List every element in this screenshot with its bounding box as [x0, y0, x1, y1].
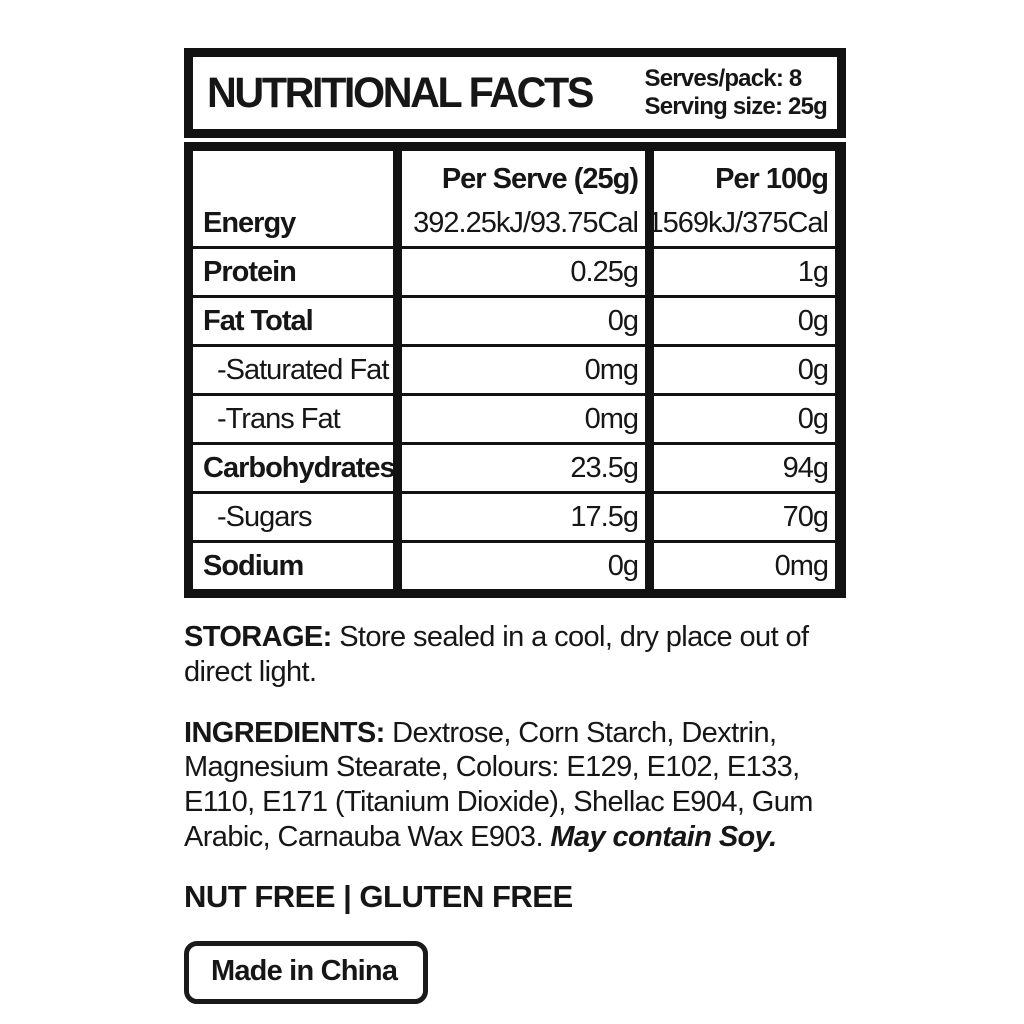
- storage-label: STORAGE:: [184, 621, 332, 653]
- title-banner: NUTRITIONAL FACTS Serves/pack: 8 Serving…: [184, 48, 846, 138]
- diet-claims: NUT FREE | GLUTEN FREE: [184, 878, 573, 914]
- row-energy-label: Energy: [193, 200, 393, 246]
- ingredients-text: Dextrose, Corn Starch, Dextrin, Magnesiu…: [184, 716, 813, 853]
- serving-size: Serving size: 25g: [644, 93, 828, 120]
- row-sodium-label: Sodium: [193, 543, 393, 589]
- allergen-warning: May contain Soy.: [550, 820, 777, 853]
- row-protein-per-serve: 0.25g: [402, 249, 645, 295]
- col-header-per-100g: Per 100g: [654, 151, 835, 207]
- col-header-nutrient: [193, 151, 393, 207]
- row-trans-fat-per-serve: 0mg: [402, 396, 645, 442]
- serves-per-pack: Serves/pack: 8: [644, 64, 803, 92]
- row-protein-label: Protein: [193, 249, 393, 295]
- ingredients-paragraph: INGREDIENTS: Dextrose, Corn Starch, Dext…: [184, 716, 846, 855]
- col-header-per-serve: Per Serve (25g): [402, 151, 645, 207]
- row-saturated-fat-per-serve: 0mg: [402, 347, 645, 393]
- storage-text: Store sealed in a cool, dry place out of…: [184, 621, 809, 688]
- row-trans-fat-label: -Trans Fat: [193, 396, 393, 442]
- row-energy-per-serve: 392.25kJ/93.75Cal: [402, 200, 645, 246]
- origin-badge: Made in China: [184, 940, 429, 1004]
- row-trans-fat-per-100g: 0g: [654, 396, 835, 442]
- row-fat-total-per-100g: 0g: [654, 298, 835, 344]
- ingredients-label: INGREDIENTS:: [184, 716, 385, 749]
- row-saturated-fat-label: -Saturated Fat: [193, 347, 393, 393]
- label-title: NUTRITIONAL FACTS: [207, 68, 594, 117]
- serving-info: Serves/pack: 8 Serving size: 25g: [644, 64, 828, 122]
- row-sugars-per-serve: 17.5g: [402, 494, 645, 540]
- row-fat-total-label: Fat Total: [193, 298, 393, 344]
- nutrition-label: NUTRITIONAL FACTS Serves/pack: 8 Serving…: [184, 48, 846, 1004]
- row-sugars-label: -Sugars: [193, 494, 393, 540]
- row-sodium-per-serve: 0g: [402, 543, 645, 589]
- row-protein-per-100g: 1g: [654, 249, 835, 295]
- row-energy-per-100g: 1569kJ/375Cal: [654, 200, 835, 246]
- row-sugars-per-100g: 70g: [654, 494, 835, 540]
- row-sodium-per-100g: 0mg: [654, 543, 835, 589]
- row-carbohydrates-label: Carbohydrates: [193, 445, 393, 491]
- row-carbohydrates-per-100g: 94g: [654, 445, 835, 491]
- nutrition-table: Per Serve (25g) Per 100g Energy 392.25kJ…: [184, 142, 846, 598]
- storage-paragraph: STORAGE: Store sealed in a cool, dry pla…: [184, 620, 846, 690]
- row-fat-total-per-serve: 0g: [402, 298, 645, 344]
- row-saturated-fat-per-100g: 0g: [654, 347, 835, 393]
- row-carbohydrates-per-serve: 23.5g: [402, 445, 645, 491]
